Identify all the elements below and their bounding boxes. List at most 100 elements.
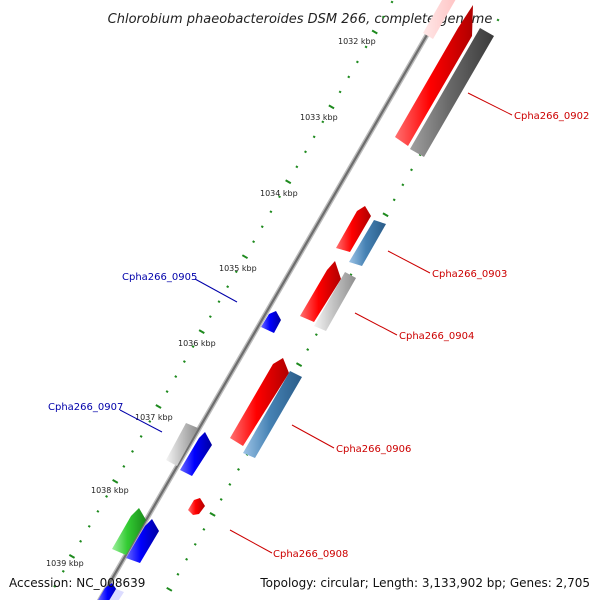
tick-mark-minor [87, 524, 91, 528]
accession-text: Accession: NC_008639 [9, 576, 145, 590]
tick-mark-minor [208, 315, 212, 319]
tick-mark-minor [321, 120, 325, 124]
blast-hit-dark-0902[interactable] [410, 28, 494, 157]
tick-mark-minor [312, 135, 316, 139]
tick-mark-minor [139, 435, 143, 438]
leader-line-0902 [467, 92, 513, 116]
gene-label-cpha266-0905[interactable]: Cpha266_0905 [122, 272, 197, 283]
tick-label-1032: 1032 kbp [338, 37, 376, 46]
tick-mark-minor [191, 345, 195, 348]
tick-mark-minor [131, 450, 134, 453]
tick-label-1037: 1037 kbp [135, 413, 173, 422]
blast-hit-pale-top[interactable] [423, 0, 475, 39]
genome-summary-text: Topology: circular; Length: 3,133,902 bp… [259, 576, 590, 590]
tick-mark-major [295, 362, 303, 367]
tick-mark-minor [193, 542, 197, 546]
tick-mark-minor [314, 333, 318, 337]
tick-mark-minor [338, 90, 342, 94]
tick-mark-major [371, 29, 378, 35]
tick-mark-minor [401, 183, 405, 187]
rna-feature-green[interactable] [112, 508, 146, 555]
tick-mark-minor [381, 15, 385, 19]
leader-line-0908 [229, 529, 273, 554]
tick-mark-minor [217, 300, 221, 304]
gene-label-cpha266-0907[interactable]: Cpha266_0907 [48, 402, 123, 413]
leader-line-0906 [291, 424, 335, 449]
gene-label-cpha266-0908[interactable]: Cpha266_0908 [273, 549, 348, 560]
blast-hit-gray-0907[interactable] [166, 423, 198, 466]
tick-mark-major [112, 479, 119, 484]
gene-feature-cpha266-0908[interactable] [188, 498, 205, 515]
gene-feature-cpha266-0902[interactable] [395, 5, 473, 146]
tick-mark-minor [182, 360, 186, 363]
gene-feature-cpha266-0903[interactable] [336, 206, 371, 252]
tick-mark-major [382, 212, 389, 218]
tick-label-1033: 1033 kbp [300, 113, 338, 122]
leader-line-0905 [194, 278, 238, 303]
tick-mark-minor [185, 557, 189, 561]
gene-label-cpha266-0904[interactable]: Cpha266_0904 [399, 331, 474, 342]
tick-label-1034: 1034 kbp [260, 189, 298, 198]
tick-mark-minor [61, 569, 65, 573]
gene-feature-cpha266-0906[interactable] [230, 358, 289, 446]
tick-mark-minor [295, 165, 299, 169]
leader-line-0903 [387, 250, 431, 274]
tick-mark-minor [364, 45, 368, 49]
tick-mark-minor [226, 285, 230, 289]
tick-mark-minor [53, 584, 57, 588]
blast-hit-pale-bottom[interactable] [107, 589, 124, 600]
gene-label-cpha266-0906[interactable]: Cpha266_0906 [336, 444, 411, 455]
blast-hit-steel-0903[interactable] [349, 220, 386, 266]
tick-mark-major [155, 404, 162, 409]
tick-label-1039: 1039 kbp [46, 559, 84, 568]
tick-mark-minor [96, 509, 100, 513]
tick-mark-minor [174, 375, 178, 378]
tick-mark-major [209, 512, 216, 517]
tick-mark-minor [252, 240, 256, 244]
tick-mark-minor [390, 0, 394, 4]
tick-mark-minor [148, 420, 152, 423]
tick-mark-major [198, 329, 205, 334]
gene-feature-blue-lower[interactable] [126, 519, 159, 563]
tick-mark-major [241, 254, 249, 260]
tick-mark-minor [122, 465, 126, 468]
tick-mark-minor [202, 527, 206, 531]
tick-mark-minor [278, 195, 282, 199]
tick-mark-minor [105, 494, 109, 498]
genome-backbone-core [98, 0, 449, 600]
gene-label-cpha266-0902[interactable]: Cpha266_0902 [514, 111, 589, 122]
tick-mark-minor [347, 75, 351, 79]
leader-line-0907 [119, 409, 163, 433]
tick-mark-major [328, 104, 335, 110]
blast-hit-gray-0904[interactable] [314, 272, 356, 331]
gene-label-cpha266-0903[interactable]: Cpha266_0903 [432, 269, 507, 280]
tick-mark-minor [176, 572, 180, 576]
tick-mark-minor [237, 468, 240, 471]
tick-mark-major [166, 586, 173, 592]
blast-hit-steel-0906[interactable] [243, 371, 302, 458]
tick-mark-minor [269, 210, 273, 214]
tick-label-1038: 1038 kbp [91, 486, 129, 495]
tick-mark-minor [165, 390, 169, 393]
tick-ring-inner [53, 0, 394, 588]
tick-mark-major [68, 553, 76, 559]
tick-mark-minor [349, 273, 353, 277]
tick-mark-minor [234, 270, 238, 274]
tick-mark-minor [410, 168, 413, 172]
tick-label-1036: 1036 kbp [178, 339, 216, 348]
tick-mark-major [285, 179, 292, 185]
leader-line-0904 [354, 312, 398, 336]
gene-feature-cpha266-0904[interactable] [300, 261, 341, 322]
tick-mark-minor [260, 225, 264, 229]
tick-mark-minor [392, 198, 396, 202]
tick-mark-minor [355, 60, 359, 64]
gene-feature-cpha266-0905[interactable] [261, 311, 281, 333]
tick-label-1035: 1035 kbp [219, 264, 257, 273]
tick-mark-minor [79, 539, 83, 543]
gene-feature-cpha266-0907[interactable] [180, 432, 212, 476]
tick-mark-minor [496, 18, 500, 22]
tick-mark-minor [418, 153, 422, 157]
tick-mark-minor [304, 150, 307, 154]
tick-mark-minor [228, 483, 232, 486]
